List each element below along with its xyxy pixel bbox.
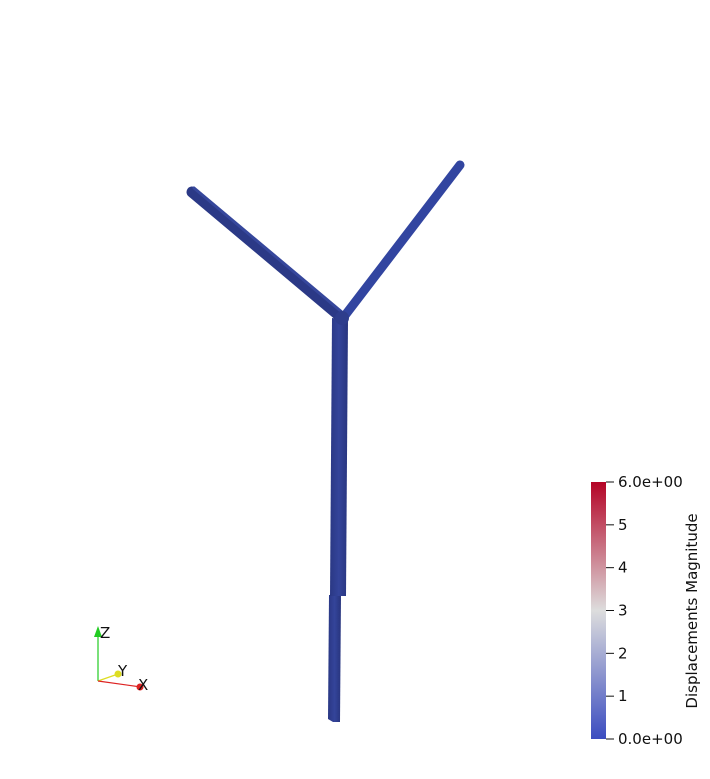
blade-left-highlight xyxy=(192,186,345,315)
colorbar-tick-label: 1 xyxy=(618,687,628,705)
z-axis-arrow-icon xyxy=(94,626,102,637)
colorbar-tick-label: 3 xyxy=(618,602,628,620)
x-axis-marker-icon xyxy=(136,683,144,691)
colorbar-ticks: 6.0e+00 5 4 3 2 1 0.0e+00 xyxy=(606,473,683,748)
x-axis-label: X xyxy=(138,676,148,694)
turbine-model[interactable] xyxy=(186,160,465,722)
hub xyxy=(335,311,349,325)
y-axis-label: Y xyxy=(117,662,128,680)
tower-lower-section xyxy=(328,595,341,722)
colorbar-tick-label: 4 xyxy=(618,559,628,577)
y-axis-line xyxy=(97,673,119,682)
colorbar-legend[interactable]: 6.0e+00 5 4 3 2 1 0.0e+00 Displacements Magnit… xyxy=(591,473,701,748)
z-axis-label: Z xyxy=(100,624,110,642)
blade-left xyxy=(186,186,348,324)
orientation-axes-widget[interactable]: Z Y X xyxy=(94,624,148,694)
blade-right xyxy=(338,160,465,323)
colorbar-title: Displacements Magnitude xyxy=(683,513,701,708)
x-axis-line xyxy=(97,680,142,688)
colorbar-tick-label: 5 xyxy=(618,516,628,534)
colorbar-tick-label: 2 xyxy=(618,644,628,662)
colorbar-tick-label: 6.0e+00 xyxy=(618,473,683,491)
colorbar-tick-label: 0.0e+00 xyxy=(618,730,683,748)
y-axis-marker-icon xyxy=(114,670,122,678)
colorbar-gradient xyxy=(591,482,606,739)
tower-upper-section xyxy=(330,318,348,596)
